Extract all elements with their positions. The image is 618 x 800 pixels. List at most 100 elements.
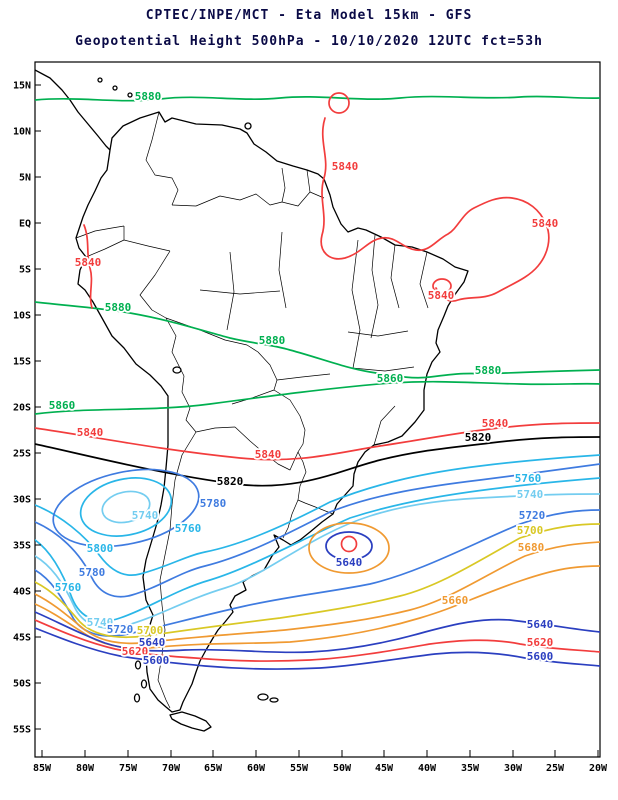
map-frame: [34, 61, 601, 758]
country-borders: [75, 111, 334, 709]
contour-label: 5880: [135, 90, 162, 103]
chart-title-field: Geopotential Height 500hPa - 10/10/2020 …: [75, 34, 543, 49]
contour-5880-north: [35, 95, 600, 102]
longitude-axis: 85W 80W 75W 70W 65W 60W 55W 50W 45W 40W 35W 30W 25W 2…: [33, 750, 608, 774]
contour-5840-band: [35, 422, 600, 461]
chart-title-model: CPTEC/INPE/MCT - Eta Model 15km - GFS: [145, 8, 473, 23]
falkland-island: [257, 693, 269, 701]
y-tick-label: 5N: [19, 173, 31, 184]
latitude-axis: 15N 10N 5N EQ 5S 10S 15S 20S 25S 30S 35S 40S 45S 50S 5…: [13, 81, 41, 736]
contour-5740-band: [35, 493, 600, 629]
chilean-archipelago-island: [134, 660, 142, 670]
x-tick-label: 65W: [204, 763, 223, 774]
contour-label: 5820: [217, 475, 244, 488]
contour-5780-band: [35, 463, 600, 598]
contour-5860: [35, 380, 600, 415]
x-tick-label: 75W: [119, 763, 138, 774]
contour-label: 5880: [259, 334, 286, 347]
contour-label: 5620: [122, 645, 149, 658]
contour-5840-andes-segment: [83, 224, 93, 309]
contour-5680-band: [35, 541, 600, 645]
falkland-island: [269, 697, 279, 703]
y-tick-label: 45S: [13, 633, 31, 644]
contour-5700-band: [35, 523, 600, 639]
y-tick-label: EQ: [19, 219, 31, 230]
contour-label: 5640: [527, 618, 554, 631]
contour-labels-layer: 5880 5880 5880 5880 5860 5860 5840 5840 5840 5840…: [47, 88, 560, 669]
contour-label: 5840: [75, 256, 102, 269]
x-tick-label: 25W: [546, 763, 565, 774]
y-tick-label: 15N: [13, 81, 31, 92]
contour-5640-band: [35, 611, 600, 654]
contour-5600-band: [35, 627, 600, 670]
y-tick-label: 5S: [19, 265, 31, 276]
contour-5840-small-cell: [432, 278, 452, 294]
contour-label: 5840: [255, 448, 282, 461]
contour-label: 5600: [143, 654, 170, 667]
contour-label: 5740: [517, 488, 544, 501]
contour-label: 5680: [518, 541, 545, 554]
contour-label: 5860: [49, 399, 76, 412]
contour-5640-low-ring: [325, 531, 373, 561]
y-tick-label: 40S: [13, 587, 31, 598]
y-tick-label: 20S: [13, 403, 31, 414]
y-tick-label: 15S: [13, 357, 31, 368]
contour-5740-low-ring: [101, 490, 151, 524]
contour-label: 5620: [527, 636, 554, 649]
contour-5620-band: [35, 619, 600, 662]
contour-label: 5760: [175, 522, 202, 535]
x-tick-label: 20W: [589, 763, 608, 774]
x-tick-label: 70W: [162, 763, 181, 774]
contour-label: 5800: [87, 542, 114, 555]
contour-label: 5840: [482, 417, 509, 430]
contour-5880-diagonal: [35, 301, 600, 379]
contour-label: 5740: [87, 616, 114, 629]
x-tick-label: 45W: [375, 763, 394, 774]
contour-label: 5640: [336, 556, 363, 569]
chilean-archipelago-island: [133, 693, 141, 703]
chilean-archipelago-island: [140, 679, 148, 689]
south-america-coastline: [75, 111, 469, 713]
contour-label: 5720: [107, 623, 134, 636]
contour-5840-closed-cell: [328, 92, 350, 114]
x-tick-label: 30W: [504, 763, 523, 774]
contour-label: 5780: [200, 497, 227, 510]
tierra-del-fuego-coastline: [169, 711, 212, 732]
contour-label: 5880: [105, 301, 132, 314]
contour-label: 5760: [515, 472, 542, 485]
x-tick-label: 55W: [290, 763, 309, 774]
y-tick-label: 10S: [13, 311, 31, 322]
contour-label: 5840: [428, 289, 455, 302]
contour-5660-low-ring: [308, 522, 390, 574]
contour-5780-low-ring: [52, 468, 200, 548]
x-tick-label: 50W: [333, 763, 352, 774]
contour-5800-band: [35, 454, 600, 576]
state-borders: [199, 231, 429, 446]
y-tick-label: 25S: [13, 449, 31, 460]
contour-label: 5840: [77, 426, 104, 439]
contour-5820-band: [35, 436, 600, 487]
contour-label: 5840: [532, 217, 559, 230]
y-tick-label: 10N: [13, 127, 31, 138]
contour-label: 5720: [519, 509, 546, 522]
x-tick-label: 80W: [76, 763, 95, 774]
y-tick-label: 35S: [13, 541, 31, 552]
contour-label: 5660: [442, 594, 469, 607]
contour-5840-meander: [320, 117, 550, 302]
caribbean-island: [127, 92, 133, 98]
contour-5760-low-ring: [79, 477, 173, 537]
contour-low-core: [340, 535, 358, 553]
contour-label: 5860: [377, 372, 404, 385]
geography-layer: [35, 69, 469, 732]
trinidad-island: [244, 122, 252, 130]
x-tick-label: 85W: [33, 763, 52, 774]
central-america-coastline: [35, 69, 111, 151]
y-tick-label: 55S: [13, 725, 31, 736]
contour-label: 5700: [137, 624, 164, 637]
contour-label: 5820: [465, 431, 492, 444]
y-tick-label: 50S: [13, 679, 31, 690]
contour-label: 5780: [79, 566, 106, 579]
contour-label: 5840: [332, 160, 359, 173]
